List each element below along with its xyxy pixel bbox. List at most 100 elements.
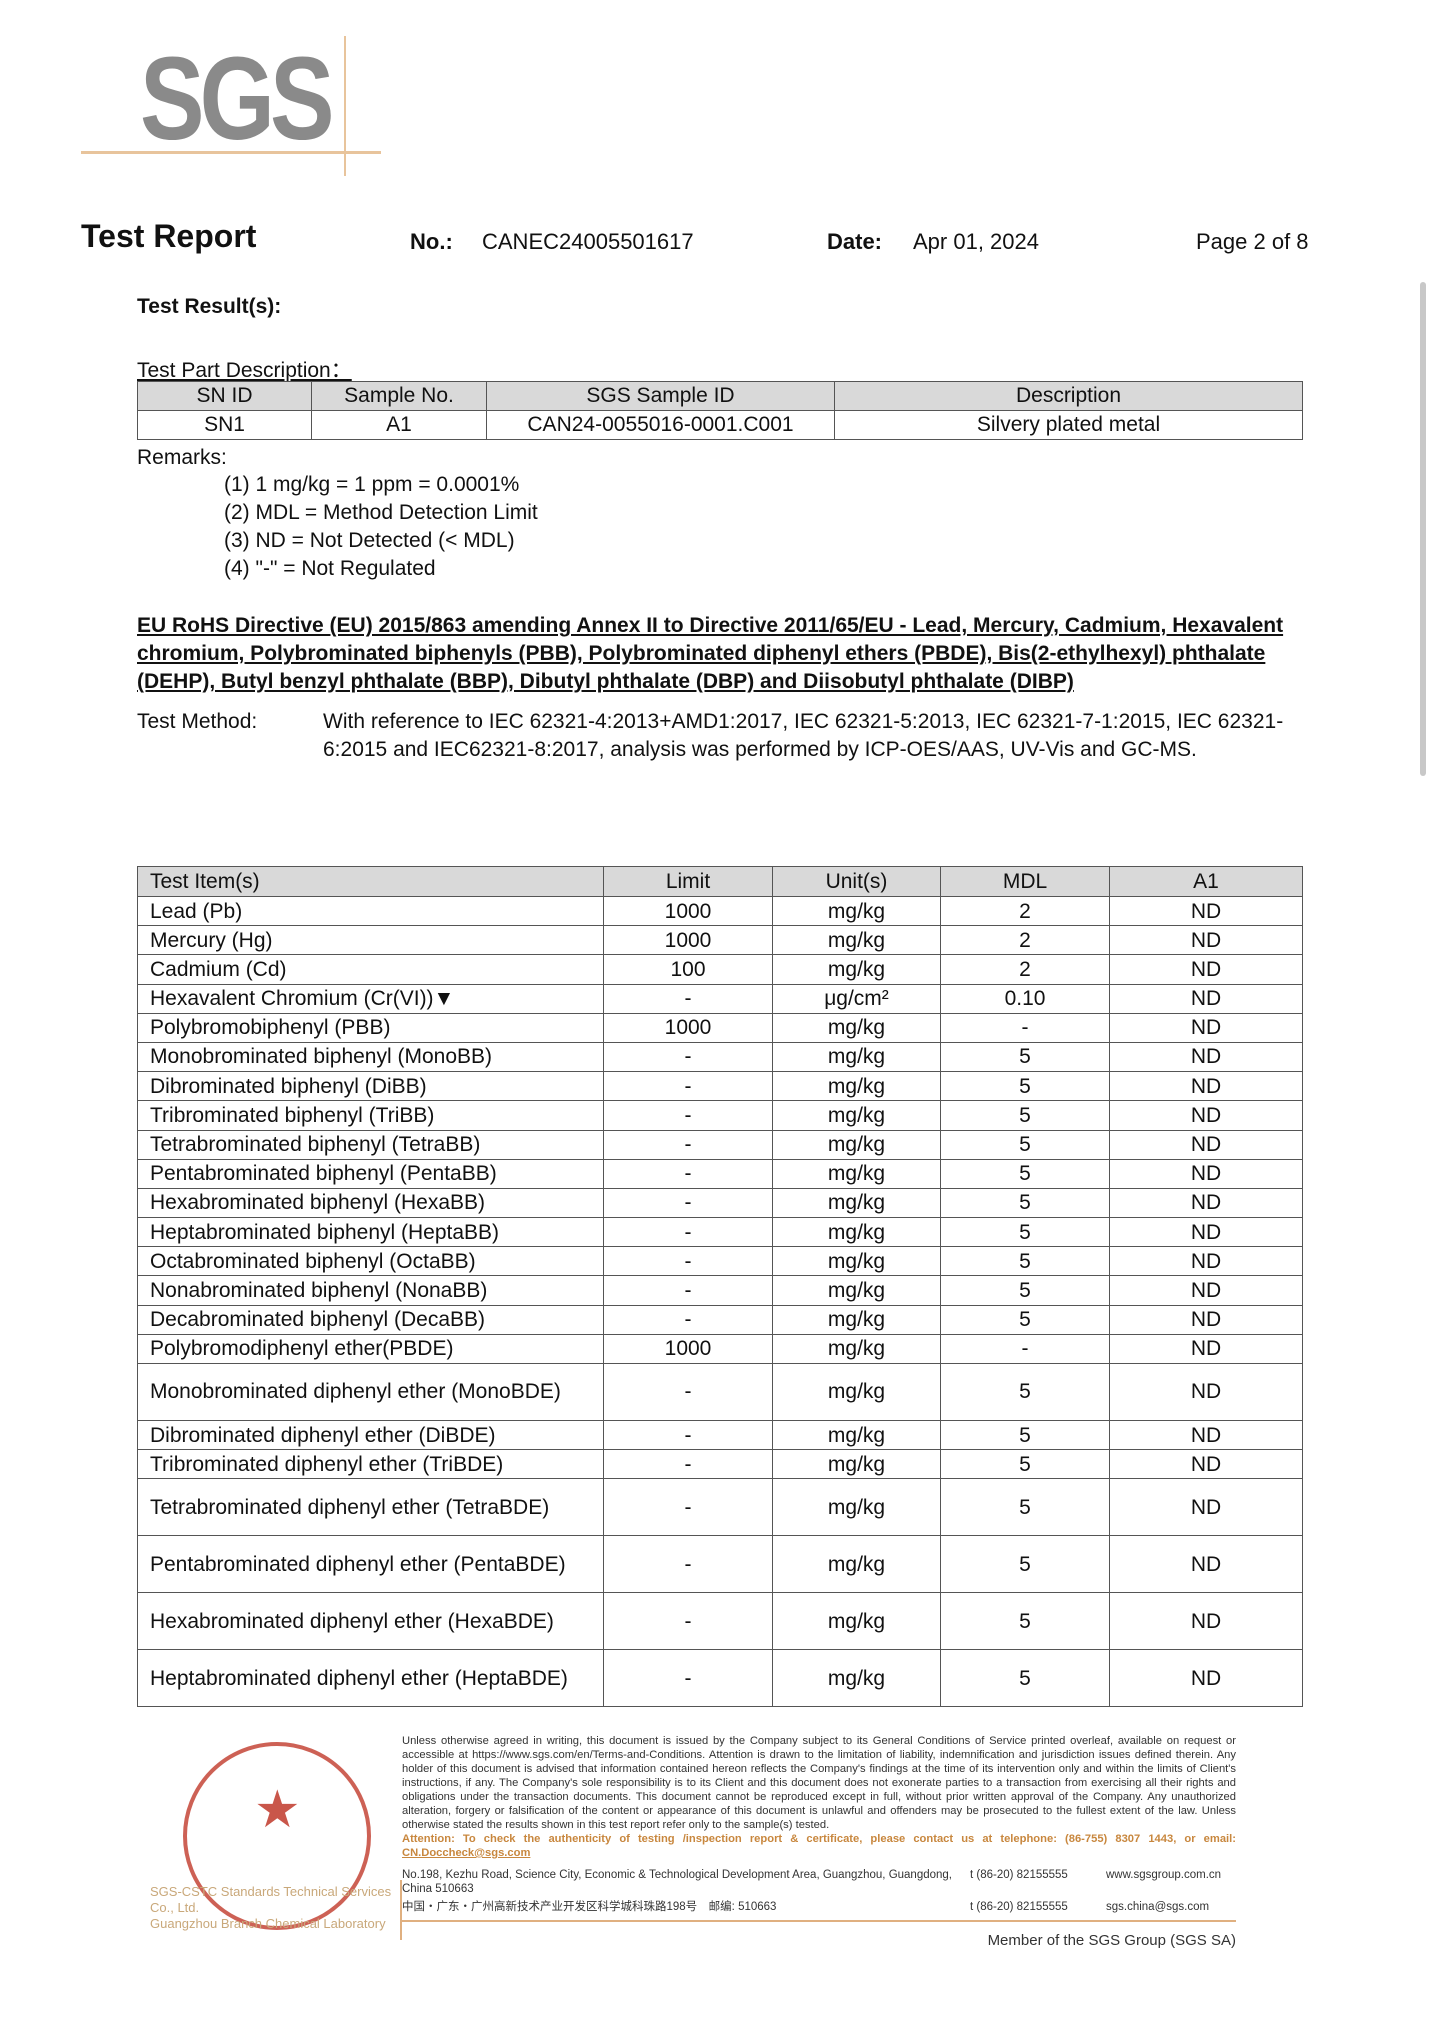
col-header: Sample No. — [311, 381, 487, 411]
result-a1-cell: ND — [1109, 1535, 1303, 1594]
logo-rule-vertical — [344, 36, 346, 176]
mdl-cell: 5 — [940, 1100, 1110, 1131]
limit-cell: - — [603, 1275, 773, 1306]
table-row: Polybromodiphenyl ether(PBDE) 1000 mg/kg - N… — [137, 1333, 1303, 1365]
unit-cell: mg/kg — [772, 925, 941, 956]
table-row: Heptabrominated diphenyl ether (HeptaBDE… — [137, 1649, 1303, 1708]
test-item-cell: Tetrabrominated diphenyl ether (TetraBDE… — [137, 1478, 604, 1537]
col-header: A1 — [1109, 866, 1303, 897]
col-header: SN ID — [137, 381, 312, 411]
col-header: Test Item(s) — [137, 866, 604, 897]
report-title: Test Report — [81, 218, 257, 254]
test-item-cell: Monobrominated biphenyl (MonoBB) — [137, 1041, 604, 1073]
limit-cell: 1000 — [603, 1012, 773, 1043]
limit-cell: - — [603, 1217, 773, 1248]
report-no-label: No.: — [410, 229, 453, 254]
table-row: Heptabrominated biphenyl (HeptaBB) - mg/kg… — [137, 1217, 1303, 1248]
test-item-cell: Decabrominated biphenyl (DecaBB) — [137, 1304, 604, 1335]
test-item-cell: Heptabrominated diphenyl ether (HeptaBDE… — [137, 1649, 604, 1708]
doccheck-email-link[interactable]: CN.Doccheck@sgs.com — [402, 1847, 531, 1859]
test-results-heading: Test Result(s): — [137, 295, 282, 318]
unit-cell: mg/kg — [772, 1129, 941, 1160]
scrollbar[interactable] — [1420, 282, 1426, 776]
table-row: Monobrominated biphenyl (MonoBB) - mg/kg 5 N… — [137, 1041, 1303, 1073]
mdl-cell: 5 — [940, 1419, 1110, 1451]
unit-cell: mg/kg — [772, 1363, 941, 1421]
result-a1-cell: ND — [1109, 1275, 1303, 1306]
mdl-cell: 5 — [940, 1649, 1110, 1708]
result-a1-cell: ND — [1109, 1478, 1303, 1537]
col-header: Unit(s) — [772, 866, 941, 897]
test-item-cell: Tribrominated biphenyl (TriBB) — [137, 1100, 604, 1131]
test-method-text: With reference to IEC 62321-4:2013+AMD1:… — [323, 710, 1284, 761]
test-item-cell: Polybromodiphenyl ether(PBDE) — [137, 1333, 604, 1365]
test-item-cell: Monobrominated diphenyl ether (MonoBDE) — [137, 1363, 604, 1421]
website: www.sgsgroup.com.cn — [1106, 1869, 1222, 1881]
table-row: Tribrominated biphenyl (TriBB) - mg/kg 5 ND — [137, 1100, 1303, 1131]
attention-text: Attention: To check the authenticity of … — [402, 1833, 1236, 1845]
table-row: Polybromobiphenyl (PBB) 1000 mg/kg - ND — [137, 1012, 1303, 1043]
mdl-cell: 2 — [940, 925, 1110, 956]
mdl-cell: 5 — [940, 1535, 1110, 1594]
result-a1-cell: ND — [1109, 1246, 1303, 1277]
mdl-cell: 5 — [940, 1478, 1110, 1537]
company-block: SGS-CSTC Standards Technical Services Co… — [150, 1884, 395, 1932]
test-method-row: Test Method: With reference to IEC 62321… — [137, 708, 1307, 764]
limit-cell: - — [603, 1246, 773, 1277]
unit-cell: mg/kg — [772, 1275, 941, 1306]
unit-cell: mg/kg — [772, 954, 941, 985]
unit-cell: mg/kg — [772, 1535, 941, 1594]
result-a1-cell: ND — [1109, 954, 1303, 985]
test-item-cell: Mercury (Hg) — [137, 925, 604, 956]
table-row: Cadmium (Cd) 100 mg/kg 2 ND — [137, 954, 1303, 985]
company-stamp — [183, 1742, 371, 1930]
footer: Unless otherwise agreed in writing, this… — [402, 1734, 1236, 1949]
table-row: Lead (Pb) 1000 mg/kg 2 ND — [137, 895, 1303, 927]
disclaimer-text: Unless otherwise agreed in writing, this… — [402, 1735, 1236, 1831]
unit-cell: mg/kg — [772, 895, 941, 927]
mdl-cell: 5 — [940, 1158, 1110, 1189]
col-header: Description — [834, 381, 1303, 411]
unit-cell: mg/kg — [772, 1158, 941, 1189]
limit-cell: - — [603, 1187, 773, 1219]
attention-note: Attention: To check the authenticity of … — [402, 1832, 1236, 1860]
test-item-cell: Octabrominated biphenyl (OctaBB) — [137, 1246, 604, 1277]
limit-cell: - — [603, 1592, 773, 1651]
test-item-cell: Nonabrominated biphenyl (NonaBB) — [137, 1275, 604, 1306]
company-name: SGS-CSTC Standards Technical Services Co… — [150, 1884, 392, 1915]
col-header: MDL — [940, 866, 1110, 897]
result-a1-cell: ND — [1109, 1187, 1303, 1219]
table-row: Tetrabrominated biphenyl (TetraBB) - mg/kg… — [137, 1129, 1303, 1160]
address-block: No.198, Kezhu Road, Science City, Econom… — [402, 1868, 1236, 1922]
table-row: Hexabrominated diphenyl ether (HexaBDE) -… — [137, 1592, 1303, 1651]
limit-cell: - — [603, 1129, 773, 1160]
cell: CAN24-0055016-0001.C001 — [486, 410, 835, 440]
remark-item: (2) MDL = Method Detection Limit — [224, 501, 538, 524]
test-item-cell: Dibrominated diphenyl ether (DiBDE) — [137, 1419, 604, 1451]
test-item-cell: Hexabrominated diphenyl ether (HexaBDE) — [137, 1592, 604, 1651]
remarks-label: Remarks: — [137, 446, 227, 469]
limit-cell: 1000 — [603, 925, 773, 956]
limit-cell: - — [603, 1449, 773, 1480]
report-no: CANEC24005501617 — [482, 229, 694, 254]
cell: Silvery plated metal — [834, 410, 1303, 440]
test-item-cell: Tetrabrominated biphenyl (TetraBB) — [137, 1129, 604, 1160]
method-section: EU RoHS Directive (EU) 2015/863 amending… — [137, 612, 1307, 764]
disclaimer: Unless otherwise agreed in writing, this… — [402, 1734, 1236, 1860]
mdl-cell: 5 — [940, 1304, 1110, 1335]
result-a1-cell: ND — [1109, 1041, 1303, 1073]
table-row: Pentabrominated diphenyl ether (PentaBDE… — [137, 1535, 1303, 1594]
mdl-cell: 5 — [940, 1592, 1110, 1651]
sample-table: SN ID Sample No. SGS Sample ID Descripti… — [137, 381, 1303, 440]
mdl-cell: 5 — [940, 1217, 1110, 1248]
results-table: Test Item(s) Limit Unit(s) MDL A1 Lead (… — [137, 866, 1303, 1708]
unit-cell: mg/kg — [772, 1071, 941, 1102]
telephone: t (86-20) 82155555 — [970, 1869, 1068, 1881]
table-row: Tribrominated diphenyl ether (TriBDE) - mg… — [137, 1449, 1303, 1480]
mdl-cell: 2 — [940, 954, 1110, 985]
unit-cell: mg/kg — [772, 1041, 941, 1073]
test-item-cell: Polybromobiphenyl (PBB) — [137, 1012, 604, 1043]
result-a1-cell: ND — [1109, 1071, 1303, 1102]
mdl-cell: 5 — [940, 1275, 1110, 1306]
table-row: SN1 A1 CAN24-0055016-0001.C001 Silvery p… — [137, 410, 1303, 440]
